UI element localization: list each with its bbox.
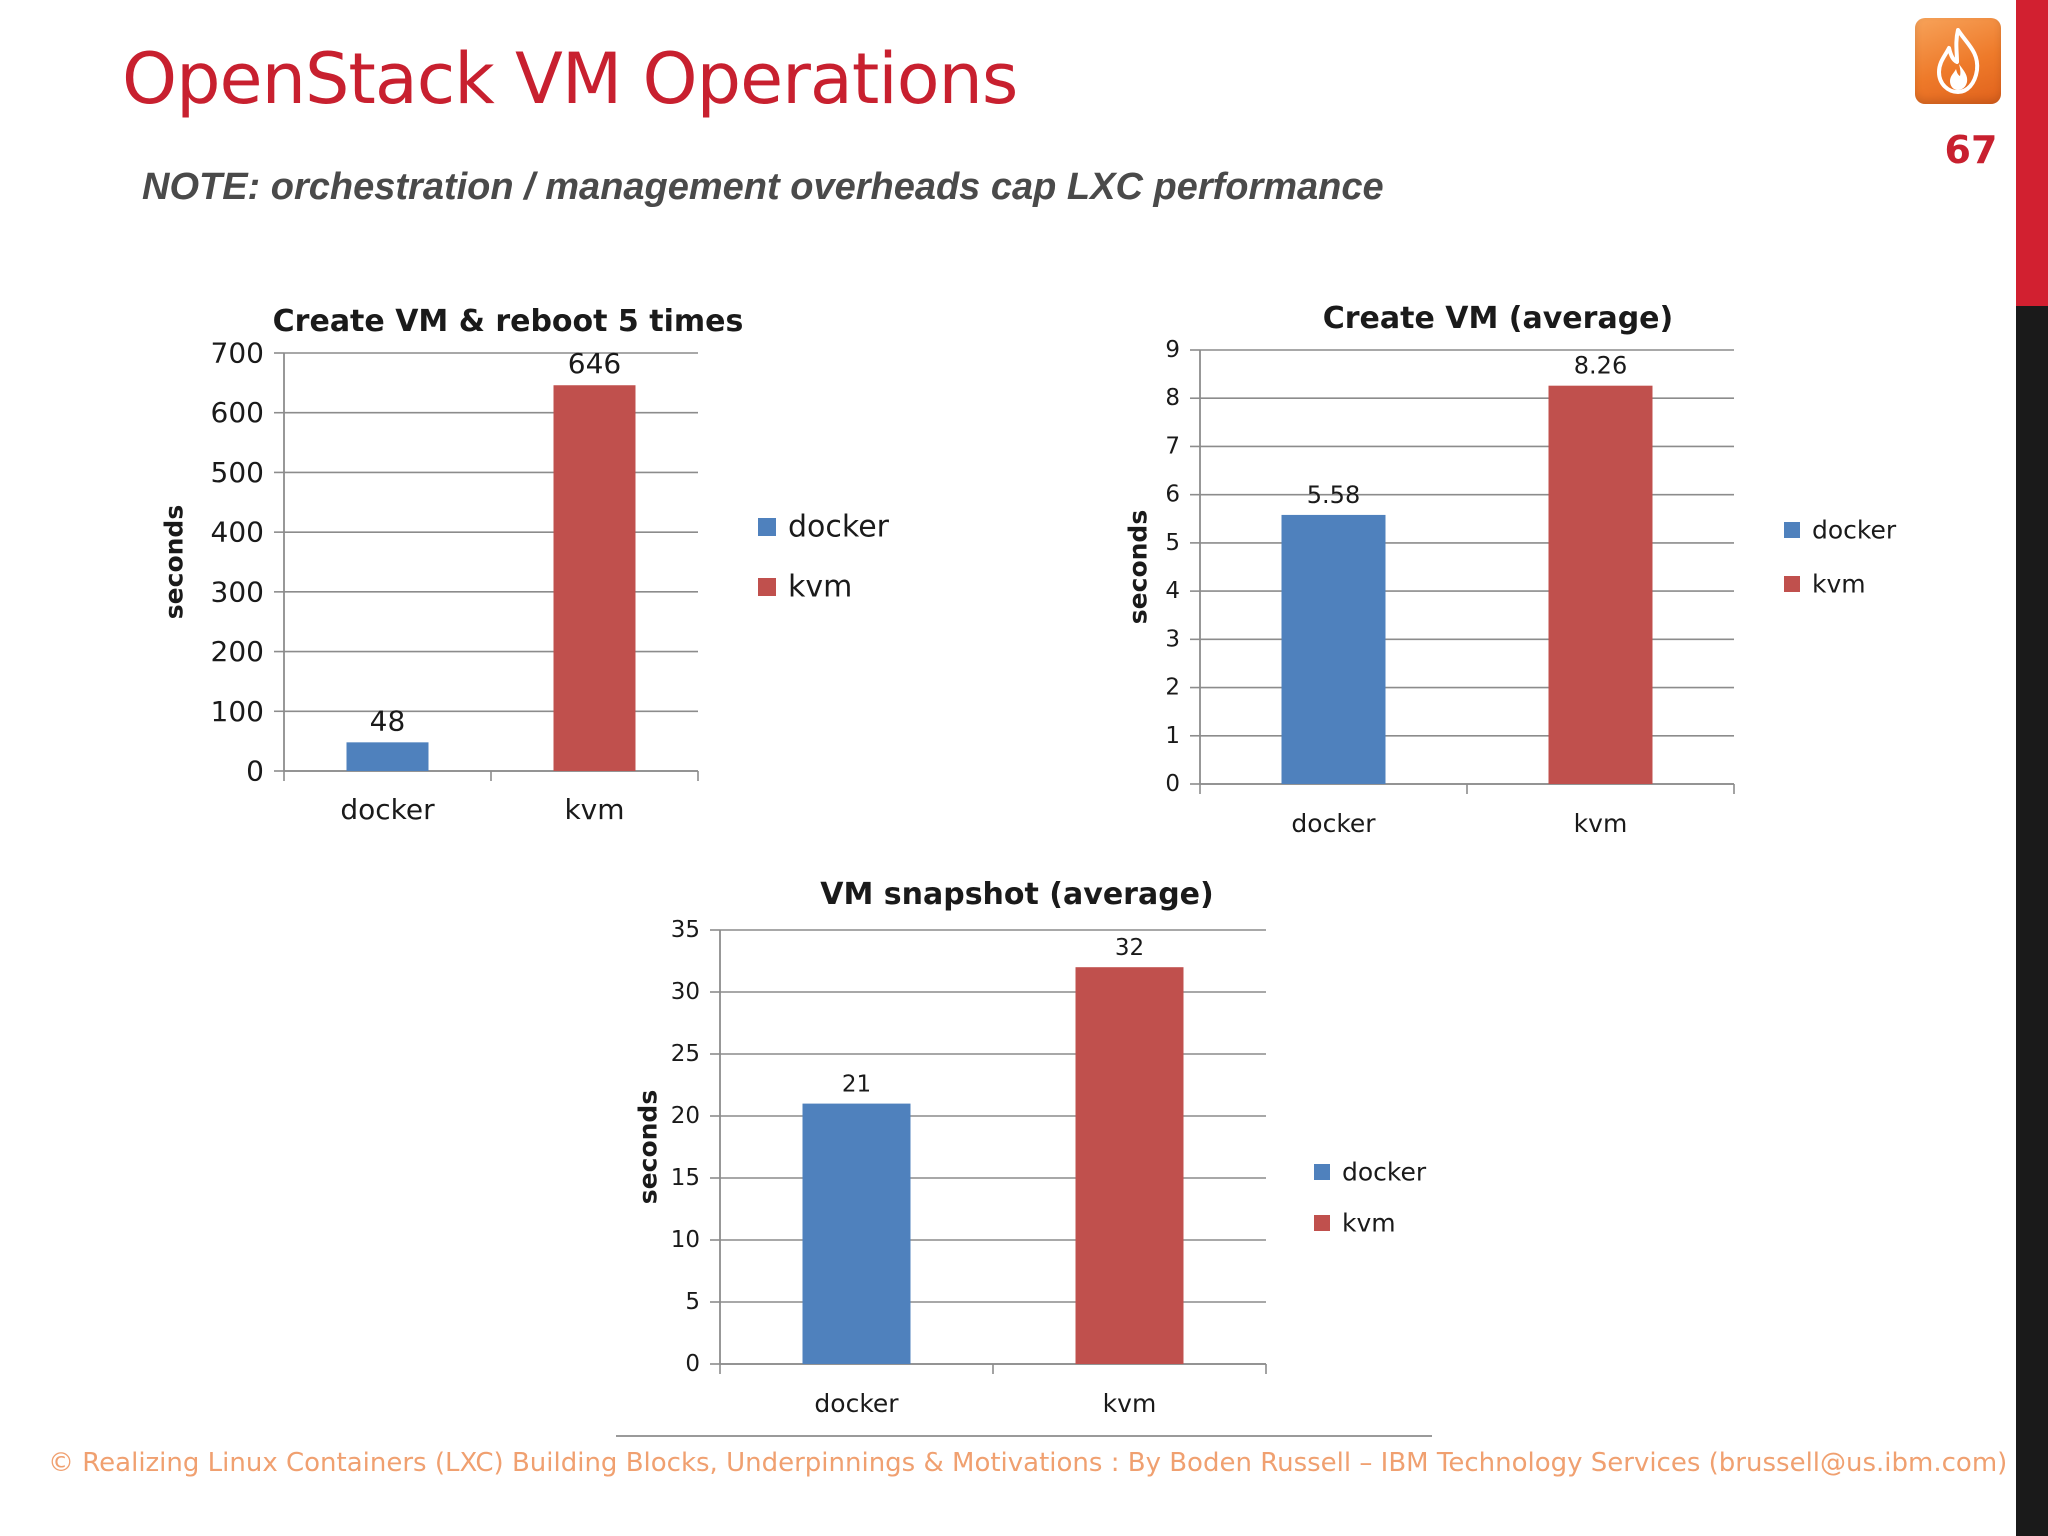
y-tick-label: 600 bbox=[211, 396, 264, 429]
y-tick-label: 400 bbox=[211, 516, 264, 549]
y-axis-label: seconds bbox=[1124, 510, 1153, 624]
x-tick-label-docker: docker bbox=[1291, 809, 1376, 838]
accent-bar-red bbox=[2016, 0, 2048, 306]
legend-label-docker: docker bbox=[1812, 516, 1897, 545]
y-tick-label: 700 bbox=[211, 337, 264, 370]
bar-docker bbox=[802, 1103, 911, 1364]
legend-label-kvm: kvm bbox=[1342, 1209, 1396, 1238]
legend-label-kvm: kvm bbox=[1812, 570, 1866, 599]
slide-note: NOTE: orchestration / management overhea… bbox=[142, 166, 1384, 208]
bar-kvm bbox=[1548, 385, 1653, 784]
x-tick-label-kvm: kvm bbox=[1103, 1389, 1157, 1418]
y-tick-label: 0 bbox=[246, 755, 264, 788]
x-tick-label-kvm: kvm bbox=[564, 793, 624, 826]
legend-label-docker: docker bbox=[788, 510, 890, 545]
chart-title: Create VM (average) bbox=[1323, 301, 1673, 336]
y-tick-label: 30 bbox=[671, 979, 700, 1005]
y-axis-label: seconds bbox=[634, 1090, 663, 1204]
x-tick-label-docker: docker bbox=[814, 1389, 899, 1418]
y-tick-label: 200 bbox=[211, 635, 264, 668]
data-label-kvm: 8.26 bbox=[1574, 352, 1627, 380]
legend-swatch-kvm bbox=[1784, 576, 1800, 592]
data-label-docker: 21 bbox=[842, 1072, 871, 1098]
x-tick-label-docker: docker bbox=[340, 793, 435, 826]
chart-3: VM snapshot (average) 0 5 10 15 20 25 30 35 secon… bbox=[634, 877, 1427, 1418]
y-tick-label: 35 bbox=[671, 917, 700, 943]
flame-logo-icon bbox=[1915, 18, 2001, 104]
bar-kvm bbox=[553, 385, 636, 771]
y-tick-label: 5 bbox=[1165, 530, 1180, 556]
chart-2: Create VM (average) 0 1 2 3 4 5 6 7 8 9 seconds 5.58… bbox=[1124, 301, 1897, 838]
bar-docker bbox=[346, 742, 429, 771]
y-tick-label: 10 bbox=[671, 1227, 700, 1253]
slide-title: OpenStack VM Operations bbox=[122, 38, 1018, 120]
y-tick-label: 500 bbox=[211, 456, 264, 489]
page-number: 67 bbox=[1944, 128, 1998, 172]
legend-swatch-docker bbox=[758, 518, 776, 536]
legend-swatch-docker bbox=[1784, 522, 1800, 538]
bar-kvm bbox=[1075, 967, 1184, 1364]
legend-label-docker: docker bbox=[1342, 1158, 1427, 1187]
bar-docker bbox=[1281, 514, 1386, 784]
y-tick-label: 4 bbox=[1165, 578, 1180, 604]
y-tick-label: 2 bbox=[1165, 675, 1180, 701]
y-tick-label: 6 bbox=[1165, 482, 1180, 508]
x-tick-label-kvm: kvm bbox=[1574, 809, 1628, 838]
data-label-docker: 5.58 bbox=[1307, 481, 1360, 509]
y-axis-label: seconds bbox=[160, 505, 189, 619]
footer-credit: © Realizing Linux Containers (LXC) Build… bbox=[48, 1448, 2008, 1478]
charts-svg: Create VM & reboot 5 times01002003004005… bbox=[160, 301, 1897, 1437]
data-label-docker: 48 bbox=[370, 704, 406, 737]
y-tick-label: 100 bbox=[211, 695, 264, 728]
y-tick-label: 7 bbox=[1165, 433, 1180, 459]
y-tick-label: 15 bbox=[671, 1165, 700, 1191]
data-label-kvm: 32 bbox=[1115, 935, 1144, 961]
y-tick-label: 0 bbox=[685, 1351, 700, 1377]
y-tick-label: 3 bbox=[1165, 626, 1180, 652]
y-tick-label: 0 bbox=[1165, 771, 1180, 797]
chart-area: Create VM & reboot 5 times 0 100 200 300 400 5… bbox=[130, 250, 2010, 1450]
accent-bar-dark bbox=[2016, 306, 2048, 1536]
legend-swatch-kvm bbox=[758, 578, 776, 596]
y-tick-label: 20 bbox=[671, 1103, 700, 1129]
chart-title: VM snapshot (average) bbox=[820, 877, 1214, 912]
legend-label-kvm: kvm bbox=[788, 570, 852, 605]
y-tick-label: 9 bbox=[1165, 337, 1180, 363]
y-tick-label: 8 bbox=[1165, 385, 1180, 411]
chart-title: Create VM & reboot 5 times bbox=[273, 304, 744, 339]
y-tick-label: 300 bbox=[211, 575, 264, 608]
data-label-kvm: 646 bbox=[568, 347, 621, 380]
chart-1: Create VM & reboot 5 times 0 100 200 300 400 5… bbox=[160, 304, 890, 826]
legend-swatch-docker bbox=[1314, 1164, 1330, 1180]
y-tick-label: 5 bbox=[685, 1289, 700, 1315]
y-tick-label: 1 bbox=[1165, 723, 1180, 749]
y-tick-label: 25 bbox=[671, 1041, 700, 1067]
legend-swatch-kvm bbox=[1314, 1215, 1330, 1231]
